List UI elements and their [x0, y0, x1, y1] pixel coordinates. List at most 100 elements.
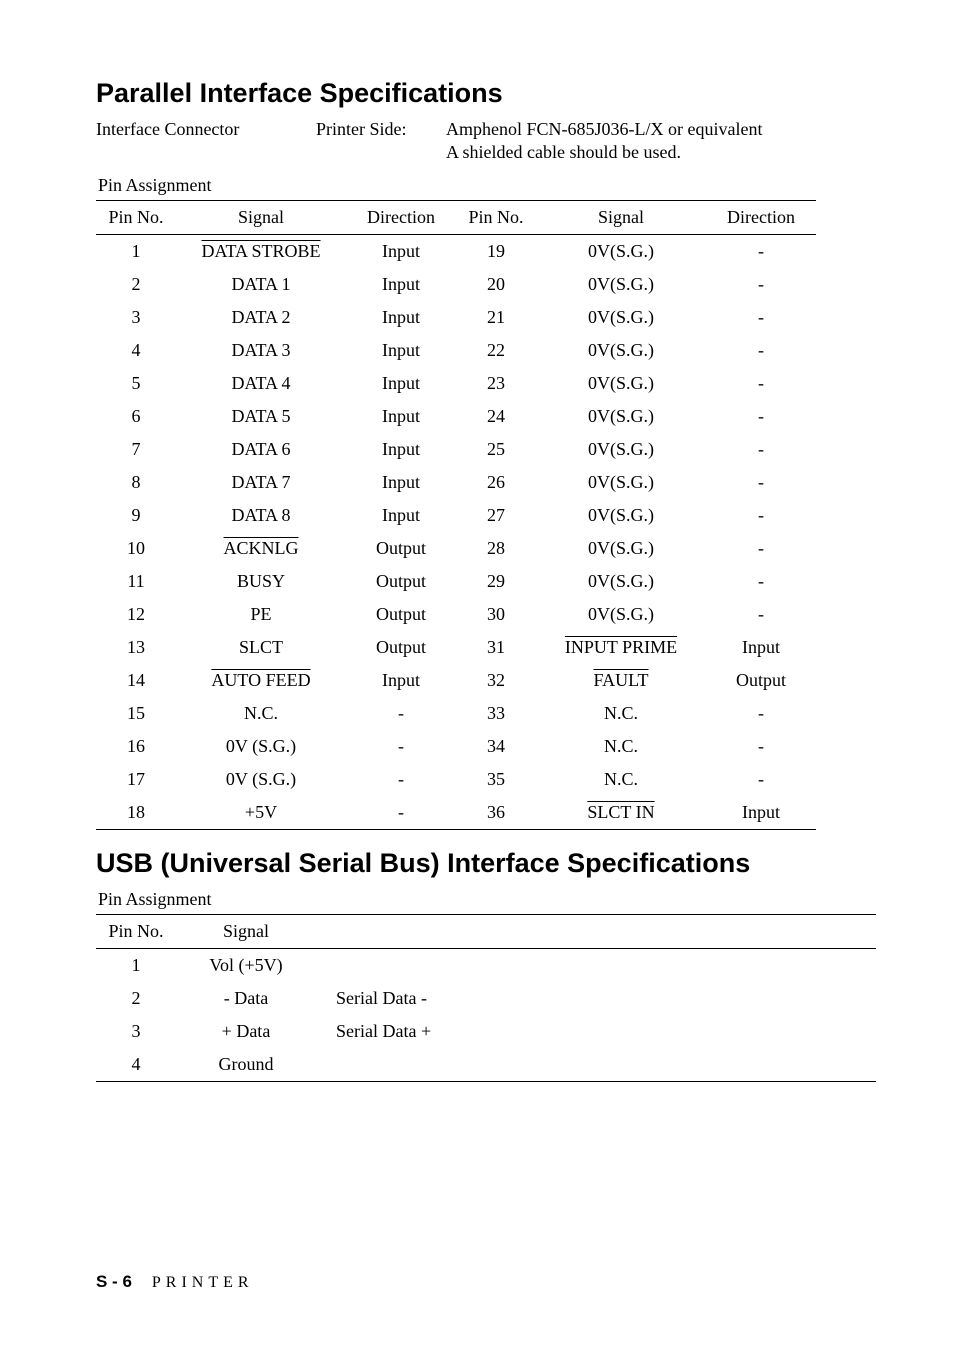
page-number: S - 6: [96, 1272, 132, 1291]
table-cell: 21: [456, 301, 536, 334]
table-cell: SLCT: [176, 631, 346, 664]
table-cell: PE: [176, 598, 346, 631]
table-cell: 35: [456, 763, 536, 796]
table-header-row: Pin No. Signal: [96, 915, 876, 949]
th: Pin No.: [96, 915, 176, 949]
table-cell: BUSY: [176, 565, 346, 598]
table-cell: 34: [456, 730, 536, 763]
table-cell: FAULT: [536, 664, 706, 697]
table-cell: Output: [346, 631, 456, 664]
table-cell: 16: [96, 730, 176, 763]
table-cell: 4: [96, 1048, 176, 1082]
table-cell: AUTO FEED: [176, 664, 346, 697]
table-cell: SLCT IN: [536, 796, 706, 830]
table-cell: 0V(S.G.): [536, 565, 706, 598]
table-cell: Input: [346, 235, 456, 269]
th: Signal: [536, 201, 706, 235]
table-cell: Output: [706, 664, 816, 697]
table-cell: DATA 2: [176, 301, 346, 334]
table-cell: DATA STROBE: [176, 235, 346, 269]
table-cell: -: [706, 532, 816, 565]
table-cell: 1: [96, 235, 176, 269]
table-cell: 14: [96, 664, 176, 697]
table-cell: 9: [96, 499, 176, 532]
section-name: PRINTER: [152, 1274, 254, 1291]
table-cell: 25: [456, 433, 536, 466]
table-cell: Serial Data +: [316, 1015, 876, 1048]
table-row: 5DATA 4Input230V(S.G.)-: [96, 367, 816, 400]
table-row: 11BUSYOutput290V(S.G.)-: [96, 565, 816, 598]
table-row: 6DATA 5Input240V(S.G.)-: [96, 400, 816, 433]
heading-usb: USB (Universal Serial Bus) Interface Spe…: [96, 848, 876, 879]
table-cell: -: [706, 598, 816, 631]
table-row: 1DATA STROBEInput190V(S.G.)-: [96, 235, 816, 269]
table-cell: Input: [346, 400, 456, 433]
table-cell: 36: [456, 796, 536, 830]
table-row: 12PEOutput300V(S.G.)-: [96, 598, 816, 631]
table-cell: 20: [456, 268, 536, 301]
table-cell: 0V(S.G.): [536, 367, 706, 400]
table-cell: Output: [346, 598, 456, 631]
table-cell: -: [706, 565, 816, 598]
th: Pin No.: [456, 201, 536, 235]
table-cell: -: [706, 367, 816, 400]
table-cell: Input: [346, 664, 456, 697]
table-row: 18+5V-36SLCT INInput: [96, 796, 816, 830]
table-cell: 30: [456, 598, 536, 631]
table-row: 4Ground: [96, 1048, 876, 1082]
table-cell: -: [706, 697, 816, 730]
table-cell: 26: [456, 466, 536, 499]
table-cell: 3: [96, 301, 176, 334]
table-cell: Input: [346, 433, 456, 466]
table-cell: 23: [456, 367, 536, 400]
table-cell: 7: [96, 433, 176, 466]
table-cell: -: [706, 499, 816, 532]
table-cell: 15: [96, 697, 176, 730]
table-cell: 4: [96, 334, 176, 367]
table-row: 9DATA 8Input270V(S.G.)-: [96, 499, 816, 532]
table-cell: 0V(S.G.): [536, 334, 706, 367]
table-cell: DATA 3: [176, 334, 346, 367]
th: Direction: [346, 201, 456, 235]
table-cell: Input: [346, 499, 456, 532]
table-cell: DATA 8: [176, 499, 346, 532]
table-cell: ACKNLG: [176, 532, 346, 565]
table-cell: 0V(S.G.): [536, 466, 706, 499]
table-cell: Output: [346, 565, 456, 598]
table-cell: Vol (+5V): [176, 949, 316, 983]
table-cell: DATA 4: [176, 367, 346, 400]
table-row: 14AUTO FEEDInput32FAULTOutput: [96, 664, 816, 697]
table-cell: 8: [96, 466, 176, 499]
th: Signal: [176, 201, 346, 235]
table-cell: 0V(S.G.): [536, 598, 706, 631]
table-cell: Input: [706, 631, 816, 664]
table-cell: DATA 1: [176, 268, 346, 301]
table-cell: 5: [96, 367, 176, 400]
table-cell: DATA 7: [176, 466, 346, 499]
usb-pin-table: Pin No. Signal 1Vol (+5V)2- DataSerial D…: [96, 914, 876, 1082]
table-cell: 2: [96, 982, 176, 1015]
table-cell: 22: [456, 334, 536, 367]
table-cell: [316, 1048, 876, 1082]
table-cell: - Data: [176, 982, 316, 1015]
table-cell: 0V(S.G.): [536, 400, 706, 433]
table-cell: -: [346, 763, 456, 796]
table-cell: [316, 949, 876, 983]
table-row: 170V (S.G.)-35N.C.-: [96, 763, 816, 796]
table-row: 7DATA 6Input250V(S.G.)-: [96, 433, 816, 466]
connector-value: Amphenol FCN-685J036-L/X or equivalent: [446, 119, 876, 140]
table-cell: Input: [706, 796, 816, 830]
table-cell: Input: [346, 268, 456, 301]
table-cell: -: [346, 730, 456, 763]
table-cell: DATA 6: [176, 433, 346, 466]
table-cell: 13: [96, 631, 176, 664]
table-cell: 27: [456, 499, 536, 532]
table-header-row: Pin No. Signal Direction Pin No. Signal …: [96, 201, 816, 235]
table-row: 2- DataSerial Data -: [96, 982, 876, 1015]
connector-side: Printer Side:: [316, 119, 446, 140]
table-cell: 0V (S.G.): [176, 763, 346, 796]
table-cell: 0V(S.G.): [536, 532, 706, 565]
table-cell: N.C.: [536, 763, 706, 796]
table-cell: +5V: [176, 796, 346, 830]
table-cell: 28: [456, 532, 536, 565]
